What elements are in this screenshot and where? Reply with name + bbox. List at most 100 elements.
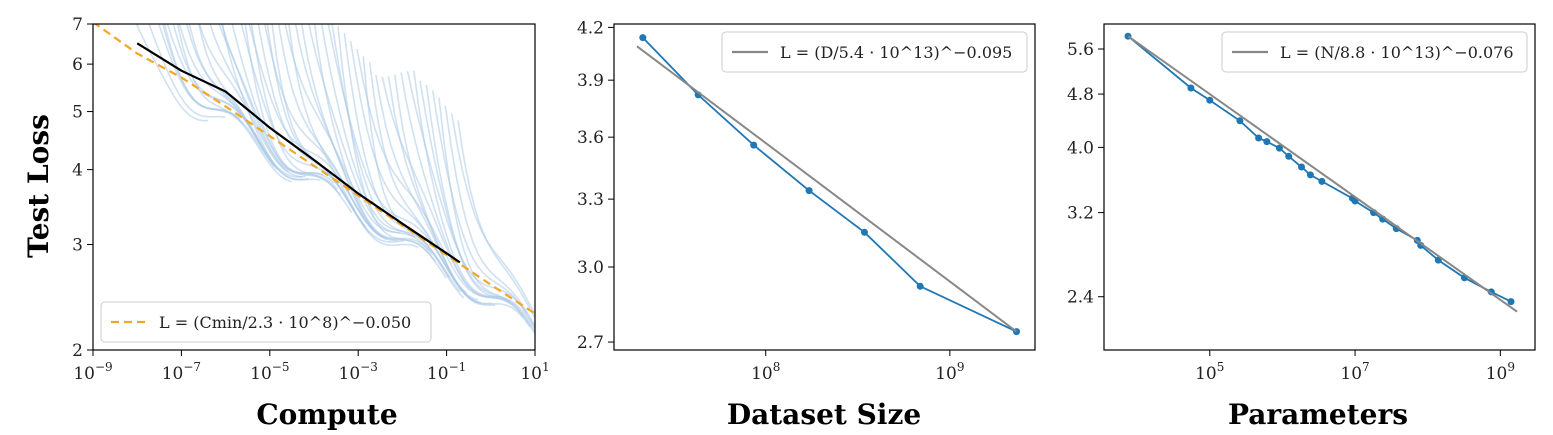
data-point (805, 187, 813, 195)
training-curve (220, 24, 303, 178)
training-curve (198, 24, 306, 178)
y-tick-label: 3.0 (577, 258, 604, 278)
y-tick-label: 7 (72, 15, 83, 35)
x-tick-label: 10−3 (339, 360, 378, 384)
y-tick-label: 2.4 (1067, 288, 1094, 308)
training-curve (457, 120, 535, 320)
data-point (1306, 171, 1314, 179)
training-curve (288, 24, 419, 248)
data-point (1285, 152, 1293, 160)
legend: L = (D/5.4 · 10^13)^−0.095 (721, 31, 1028, 73)
data-point (1236, 117, 1244, 125)
data-point (1298, 163, 1305, 171)
training-curve (148, 24, 226, 118)
legend-box (1221, 31, 1528, 73)
plot-frame (613, 23, 1036, 351)
data-point (1507, 298, 1515, 306)
y-tick-label: 3.2 (1067, 204, 1094, 224)
data-line (1127, 35, 1512, 303)
plot-frame (92, 23, 536, 351)
compute-panel: Test Loss Compute 10−9 10−7 10−5 10−3 10−1 10… (22, 15, 550, 431)
fit-line (1127, 35, 1518, 313)
y-tick-label: 4.2 (577, 18, 604, 38)
data-line (642, 36, 1017, 333)
fit-line (636, 45, 1018, 333)
data-point (1187, 84, 1195, 92)
training-curve (188, 24, 272, 162)
training-curve (221, 24, 321, 181)
y-tick-label: 6 (72, 55, 83, 75)
x-axis-title: Parameters (1228, 398, 1408, 431)
training-curve (244, 24, 335, 184)
x-tick-label: 109 (935, 360, 964, 384)
training-curves (135, 24, 535, 336)
x-tick-label: 10−1 (427, 360, 466, 384)
training-curve (176, 24, 292, 183)
series (93, 24, 535, 315)
x-tick-label: 101 (520, 360, 549, 384)
training-curve (425, 84, 525, 318)
x-tick-label: 109 (1486, 360, 1515, 384)
training-curve (163, 24, 241, 120)
y-tick-label: 4 (72, 161, 83, 181)
y-tick-label: 4.0 (1067, 138, 1094, 158)
data-point (639, 34, 647, 42)
x-tick-label: 10−9 (73, 360, 112, 384)
x-tick-label: 10−5 (250, 360, 289, 384)
training-curve (263, 24, 387, 240)
x-tick-label: 105 (1195, 360, 1224, 384)
data-point (1263, 138, 1271, 146)
x-tick-label: 107 (1340, 360, 1369, 384)
training-curve (313, 24, 433, 255)
legend: L = (N/8.8 · 10^13)^−0.076 (1221, 31, 1528, 73)
x-axis-title: Compute (256, 398, 397, 431)
training-curve (375, 74, 496, 306)
x-axis-title: Dataset Size (727, 398, 921, 431)
data-point (861, 228, 868, 236)
axis-ticks: 10−9 10−7 10−5 10−3 10−1 101 2 3 4 5 6 7 (72, 15, 549, 384)
data-point (750, 141, 758, 149)
data-point (1255, 134, 1263, 142)
legend-box (721, 31, 1028, 73)
data-point (1318, 177, 1326, 185)
x-tick-label: 10−7 (162, 360, 201, 384)
training-curve (135, 24, 208, 122)
y-tick-label: 5.6 (1067, 40, 1094, 60)
axis-ticks: 108 109 2.7 3.0 3.3 3.6 3.9 4.2 (577, 18, 965, 384)
frontier-line (136, 42, 461, 264)
training-curve (337, 26, 447, 279)
training-curve (198, 24, 289, 173)
training-curve (413, 70, 535, 331)
training-curve (172, 24, 258, 138)
training-curve (394, 74, 493, 305)
y-tick-label: 2 (72, 341, 83, 361)
training-curve (300, 24, 398, 242)
y-tick-label: 3.3 (577, 190, 604, 210)
data-point (916, 282, 924, 290)
parameters-panel: Parameters 105 107 109 2.4 3.2 4.0 4.8 5.6 L = … (1067, 23, 1536, 431)
fit-line (93, 24, 535, 315)
data-point (1275, 144, 1283, 152)
training-curve (450, 113, 535, 317)
training-curve (250, 24, 353, 214)
series (1124, 32, 1518, 313)
legend-label: L = (N/8.8 · 10^13)^−0.076 (1280, 43, 1514, 62)
legend-box (100, 301, 432, 343)
dataset-size-panel: Dataset Size 108 109 2.7 3.0 3.3 3.6 3.9 4.2 L … (577, 18, 1036, 431)
training-curve (343, 32, 465, 299)
y-tick-label: 2.7 (577, 333, 604, 353)
training-curve (277, 24, 384, 238)
legend-label: L = (Cmin/2.3 · 10^8)^−0.050 (159, 313, 411, 332)
axis-ticks: 105 107 109 2.4 3.2 4.0 4.8 5.6 (1067, 40, 1515, 384)
y-tick-label: 3 (72, 235, 83, 255)
y-tick-label: 3.9 (577, 71, 604, 91)
y-tick-label: 3.6 (577, 128, 604, 148)
training-curve (400, 72, 510, 303)
x-tick-label: 108 (751, 360, 780, 384)
legend: L = (Cmin/2.3 · 10^8)^−0.050 (100, 301, 432, 343)
training-curve (438, 97, 535, 334)
y-axis-title: Test Loss (22, 114, 55, 258)
y-tick-label: 5 (72, 103, 83, 123)
series (636, 34, 1020, 336)
